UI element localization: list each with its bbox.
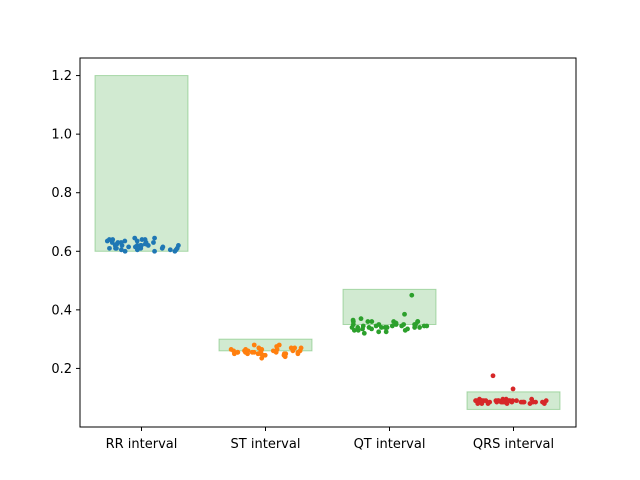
point-st-interval <box>259 355 265 361</box>
point-st-interval <box>274 344 280 349</box>
point-qt-interval <box>393 322 399 327</box>
point-qt-interval <box>369 319 375 324</box>
point-qrs-interval <box>490 373 496 379</box>
point-st-interval <box>295 349 301 355</box>
range-box-rr-interval <box>94 75 189 252</box>
point-qrs-interval <box>514 398 519 404</box>
point-qrs-interval <box>529 396 535 402</box>
point-qt-interval <box>366 325 372 330</box>
point-qrs-interval <box>506 398 512 404</box>
point-rr-interval <box>152 248 157 254</box>
y-tick-label: 0.2 <box>51 362 72 377</box>
point-rr-interval <box>122 238 128 244</box>
range-box-qt-interval <box>342 288 437 326</box>
point-st-interval <box>281 351 287 357</box>
point-rr-interval <box>126 244 132 250</box>
point-qrs-interval <box>541 401 547 406</box>
point-st-interval <box>251 342 257 348</box>
point-rr-interval <box>134 247 140 253</box>
point-qt-interval <box>399 323 405 329</box>
point-rr-interval <box>112 243 118 248</box>
y-tick-label: 1.2 <box>51 69 72 84</box>
y-tick-label: 1.0 <box>51 128 72 143</box>
point-st-interval <box>290 348 296 354</box>
point-qt-interval <box>402 327 408 333</box>
point-st-interval <box>298 345 304 351</box>
point-qt-interval <box>383 329 389 335</box>
point-qt-interval <box>376 322 382 327</box>
point-qrs-interval <box>487 399 493 405</box>
point-qt-interval <box>409 292 415 298</box>
x-axis: RR interval ST interval QT interval QRS int… <box>106 427 554 452</box>
point-qt-interval <box>376 329 382 335</box>
x-tick-label-rr-interval: RR interval <box>106 437 178 452</box>
point-qrs-interval <box>501 399 507 405</box>
x-tick-label-qt-interval: QT interval <box>354 437 426 452</box>
point-qt-interval <box>355 325 361 330</box>
y-axis: 0.2 0.4 0.6 0.8 1.0 1.2 <box>51 69 80 377</box>
point-st-interval <box>235 349 240 355</box>
range-box-st-interval <box>218 338 313 352</box>
point-qt-interval <box>424 323 430 329</box>
point-st-interval <box>262 352 268 358</box>
point-qt-interval <box>413 322 418 327</box>
point-rr-interval <box>159 245 165 251</box>
point-st-interval <box>228 346 234 352</box>
point-rr-interval <box>173 247 179 253</box>
point-qrs-interval <box>518 399 524 405</box>
point-rr-interval <box>176 243 181 248</box>
y-tick-label: 0.6 <box>51 245 72 260</box>
point-qt-interval <box>389 323 395 329</box>
point-qt-interval <box>350 317 356 323</box>
point-rr-interval <box>104 238 110 244</box>
x-tick-label-qrs-interval: QRS interval <box>473 437 554 452</box>
point-qt-interval <box>351 327 357 333</box>
point-rr-interval <box>118 247 124 253</box>
point-st-interval <box>258 349 264 355</box>
point-qt-interval <box>384 325 390 330</box>
point-qrs-interval <box>496 398 502 404</box>
point-rr-interval <box>151 240 156 245</box>
point-qt-interval <box>365 319 371 324</box>
y-tick-label: 0.4 <box>51 303 72 318</box>
point-rr-interval <box>122 248 128 254</box>
point-qrs-interval <box>475 401 481 406</box>
point-qt-interval <box>361 330 367 336</box>
point-rr-interval <box>118 240 124 245</box>
point-qt-interval <box>402 311 407 317</box>
point-rr-interval <box>142 241 148 247</box>
point-st-interval <box>245 348 251 354</box>
point-rr-interval <box>152 235 157 241</box>
point-rr-interval <box>167 247 173 253</box>
point-qrs-interval <box>510 386 516 392</box>
plot-frame <box>79 57 577 428</box>
point-qt-interval <box>358 316 364 322</box>
point-rr-interval <box>132 235 138 241</box>
point-qt-interval <box>350 322 356 327</box>
point-qrs-interval <box>478 398 484 404</box>
point-rr-interval <box>107 245 112 251</box>
point-qt-interval <box>360 326 365 332</box>
data-points <box>104 235 549 406</box>
point-qrs-interval <box>527 401 533 406</box>
point-st-interval <box>249 349 255 355</box>
point-st-interval <box>273 349 279 355</box>
y-tick-label: 0.8 <box>51 186 72 201</box>
x-tick-label-st-interval: ST interval <box>231 437 301 452</box>
point-rr-interval <box>110 237 116 242</box>
point-rr-interval <box>142 237 148 242</box>
point-qt-interval <box>417 325 423 330</box>
